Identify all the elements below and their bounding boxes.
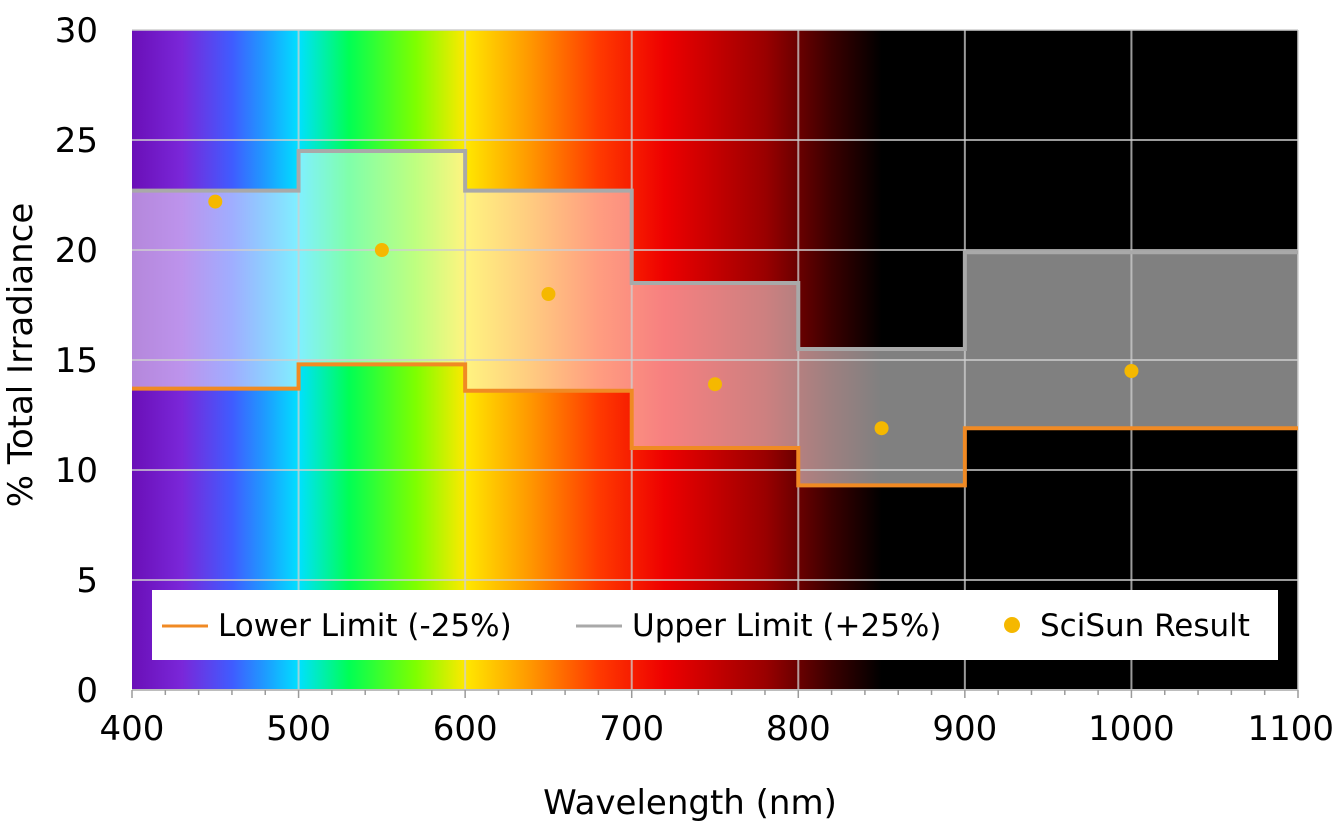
- x-minor-ticks: [131, 690, 1299, 698]
- x-axis-title: Wavelength (nm): [543, 783, 837, 823]
- scisun-point: [374, 243, 389, 257]
- upper-limit-line: [132, 149, 1298, 351]
- legend: Lower Limit (-25%) Upper Limit (+25%) Sc…: [152, 590, 1278, 660]
- scisun-points: [208, 194, 1139, 436]
- legend-box: [152, 590, 1278, 660]
- legend-label-lower: Lower Limit (-25%): [218, 608, 512, 644]
- x-tick-label: 1000: [1088, 709, 1175, 749]
- y-axis-title: % Total Irradiance: [1, 203, 41, 508]
- y-tick-label: 25: [55, 121, 98, 161]
- x-tick-label: 400: [100, 709, 165, 749]
- scisun-point: [208, 194, 223, 209]
- x-tick-label: 500: [266, 709, 331, 749]
- x-tick-label: 900: [932, 709, 997, 749]
- grid: [132, 29, 1299, 691]
- y-tick-label: 10: [55, 451, 98, 491]
- y-tick-label: 20: [55, 231, 98, 271]
- x-tick-label: 700: [599, 709, 664, 749]
- x-tick-labels: 400 500 600 700 800 900 1000 1100: [100, 709, 1334, 749]
- y-tick-label: 15: [55, 341, 98, 381]
- y-tick-label: 5: [76, 561, 98, 601]
- x-tick-label: 800: [766, 709, 831, 749]
- legend-label-upper: Upper Limit (+25%): [632, 608, 942, 644]
- scisun-point: [708, 377, 722, 392]
- x-tick-label: 600: [433, 709, 498, 749]
- y-tick-label: 30: [55, 11, 98, 51]
- y-tick-label: 0: [76, 671, 98, 711]
- limits-band-fill: [132, 151, 1298, 486]
- scisun-point: [1124, 364, 1139, 378]
- x-tick-label: 1100: [1247, 709, 1334, 749]
- scisun-point: [541, 287, 556, 301]
- scisun-point: [874, 421, 889, 436]
- legend-label-scisun: SciSun Result: [1040, 608, 1250, 644]
- lower-limit-line: [132, 362, 1298, 488]
- y-tick-labels: 0 5 10 15 20 25 30: [55, 11, 98, 711]
- legend-marker-scisun: [1004, 617, 1020, 633]
